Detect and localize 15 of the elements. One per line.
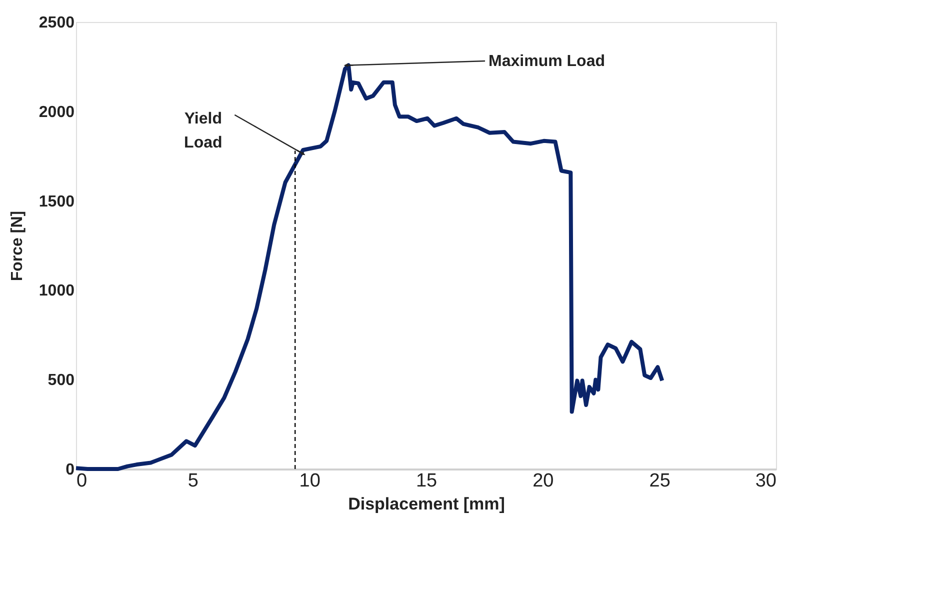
y-axis-title: Force [N] [8,210,26,282]
x-tick-label: 5 [188,470,198,492]
y-tick-label: 1000 [38,282,75,300]
x-tick-label: 25 [649,470,670,492]
y-tick-label: 2000 [38,104,75,121]
x-tick-label: 20 [532,470,554,492]
x-tick-label: 10 [299,470,320,492]
annotation: Yield Load [184,110,222,152]
x-axis-title: Displacement [mm] [348,494,505,514]
y-tick-label: 2500 [38,14,75,32]
x-tick-label: 15 [416,470,438,492]
y-tick-label: 500 [48,372,75,390]
annotation: Maximum Load [488,52,605,70]
x-tick-label: 30 [755,470,776,492]
y-tick-label: 1500 [38,193,75,210]
